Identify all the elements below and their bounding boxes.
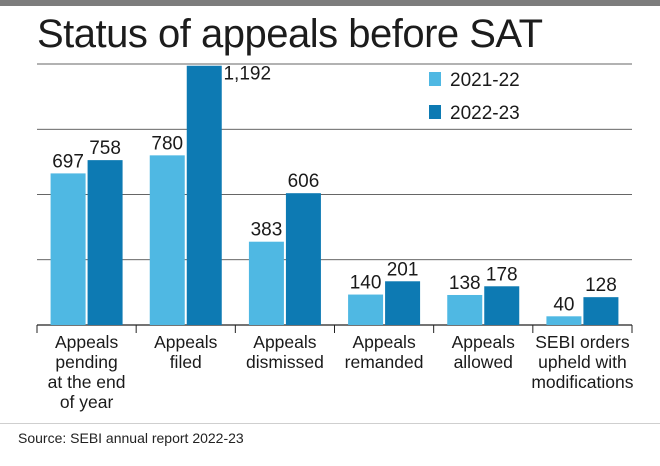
data-label: 140 xyxy=(350,273,382,294)
bar-2021-22-2 xyxy=(248,241,284,325)
bar-2022-23-0 xyxy=(87,160,123,325)
category-label-line: Appeals xyxy=(452,332,515,352)
category-label-line: allowed xyxy=(454,352,513,372)
category-label-line: of year xyxy=(60,392,114,412)
category-label-line: SEBI orders xyxy=(535,332,630,352)
category-label-line: Appeals xyxy=(352,332,415,352)
data-label: 383 xyxy=(251,220,283,241)
category-label-line: Appeals xyxy=(154,332,217,352)
legend: 2021-22 2022-23 xyxy=(429,70,520,124)
footer-rule xyxy=(0,423,660,424)
data-label: 780 xyxy=(151,133,183,154)
bar-2022-23-4 xyxy=(484,286,520,325)
category-label-line: remanded xyxy=(345,352,424,372)
data-label: 128 xyxy=(585,275,617,296)
category-label-line: filed xyxy=(170,352,202,372)
bars xyxy=(50,65,619,326)
bar-2021-22-1 xyxy=(149,155,185,325)
category-label: Appeals filed xyxy=(154,332,217,372)
legend-label: 2021-22 xyxy=(450,70,520,91)
category-label-line: modifications xyxy=(531,372,633,392)
category-label-line: at the end xyxy=(48,372,126,392)
chart-title: Status of appeals before SAT xyxy=(37,12,543,56)
category-label-line: upheld with xyxy=(538,352,627,372)
category-label-line: Appeals xyxy=(253,332,316,352)
legend-label: 2022-23 xyxy=(450,103,520,124)
data-label: 697 xyxy=(52,151,84,172)
bar-2021-22-3 xyxy=(348,294,384,325)
category-label-line: Appeals xyxy=(55,332,118,352)
bar-2021-22-5 xyxy=(546,316,582,325)
category-label: Appeals dismissed xyxy=(246,332,324,372)
bar-2021-22-4 xyxy=(447,294,483,325)
data-label: 606 xyxy=(288,171,320,192)
legend-swatch xyxy=(429,105,441,119)
bar-2022-23-3 xyxy=(385,281,421,325)
category-label: SEBI orders upheld with modifications xyxy=(531,332,633,392)
category-label: Appeals allowed xyxy=(452,332,515,372)
gridlines xyxy=(36,63,633,333)
bar-2022-23-2 xyxy=(285,193,321,325)
category-label: Appeals remanded xyxy=(345,332,424,372)
category-label-line: dismissed xyxy=(246,352,324,372)
bar-2022-23-5 xyxy=(583,297,619,325)
legend-swatch xyxy=(429,72,441,86)
data-label: 1,192 xyxy=(223,64,271,85)
category-label-line: pending xyxy=(55,352,117,372)
bar-2021-22-0 xyxy=(50,173,86,325)
category-label: Appeals pending at the end of year xyxy=(48,332,126,412)
bar-2022-23-1 xyxy=(186,65,222,326)
top-rule xyxy=(0,0,660,6)
data-label: 201 xyxy=(387,259,419,280)
data-label: 758 xyxy=(89,138,121,159)
data-label: 178 xyxy=(486,264,518,285)
source-note: Source: SEBI annual report 2022-23 xyxy=(18,430,244,446)
data-label: 138 xyxy=(449,273,481,294)
data-label: 40 xyxy=(553,294,574,315)
